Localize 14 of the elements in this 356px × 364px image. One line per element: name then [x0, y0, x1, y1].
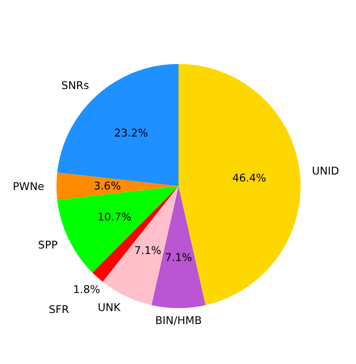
slice-label: SPP [38, 238, 58, 252]
slice-label: PWNe [12, 180, 44, 193]
slice-label: SNRs [61, 79, 90, 92]
data-label: 46.4% [232, 172, 266, 185]
data-label: 7.1% [134, 244, 162, 257]
slice-label: UNID [312, 164, 340, 178]
data-label: 23.2% [114, 126, 148, 140]
slice-label: BIN/HMB [155, 314, 202, 328]
data-label: 1.8% [73, 283, 100, 296]
slice-label: UNK [98, 300, 122, 314]
data-label: 3.6% [94, 180, 121, 193]
data-label: 7.1% [164, 250, 192, 264]
slice-label: SFR [48, 303, 70, 316]
data-label: 10.7% [98, 210, 132, 224]
